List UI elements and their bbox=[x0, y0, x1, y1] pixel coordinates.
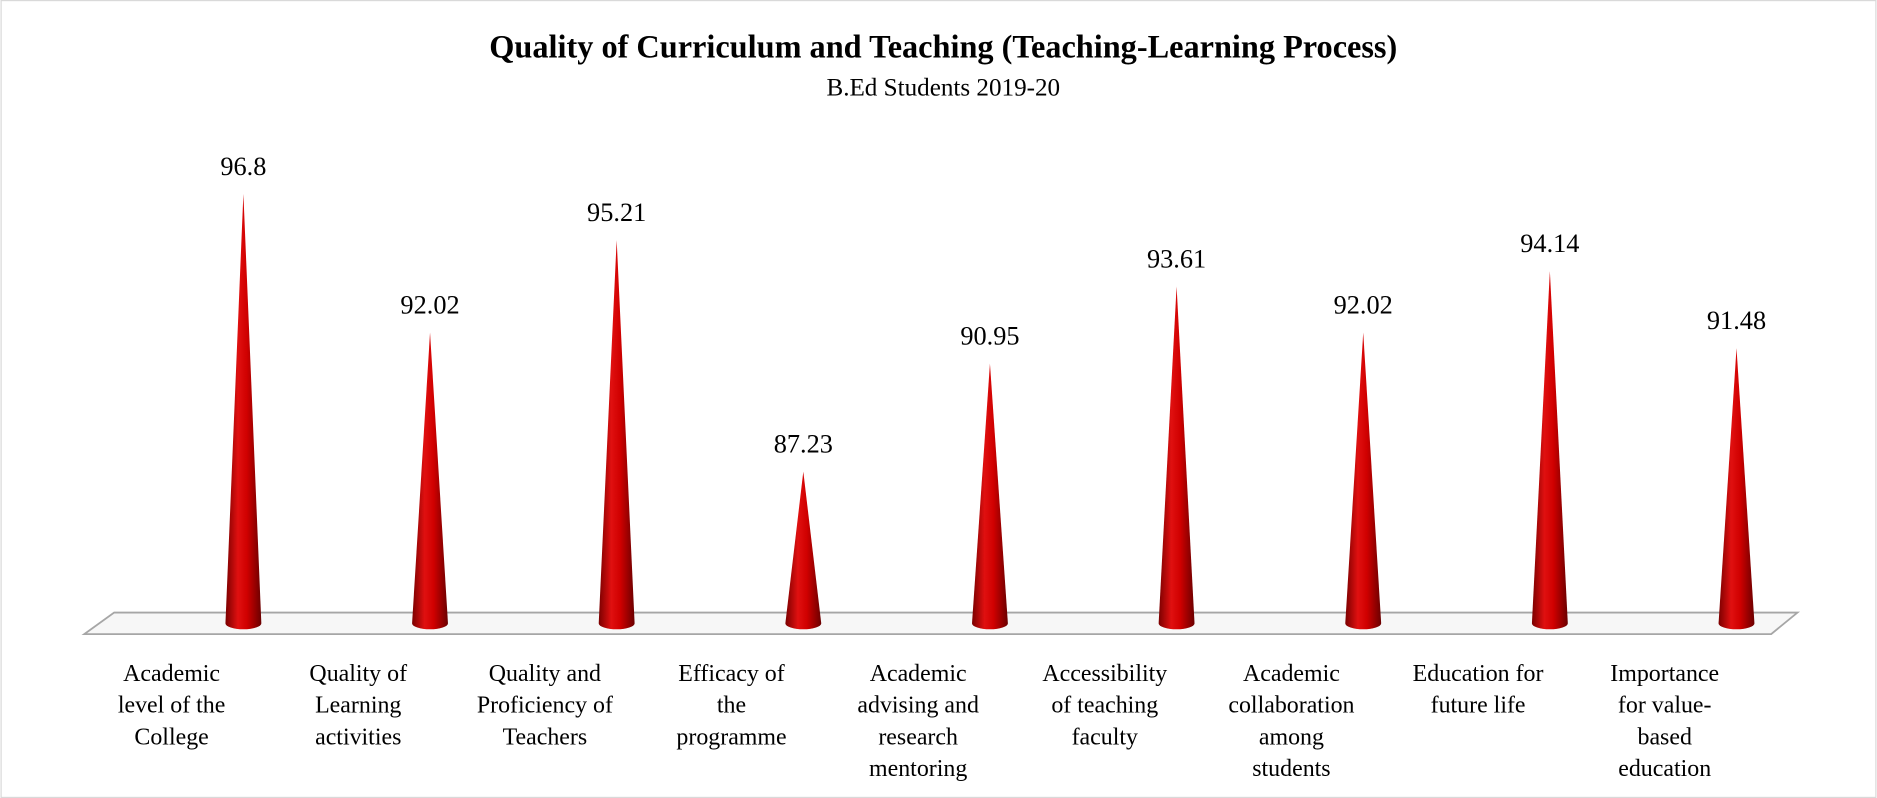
cone bbox=[1345, 332, 1382, 630]
x-tick-label: Academic advising and research mentoring bbox=[857, 661, 979, 782]
x-tick-label: Quality and Proficiency of Teachers bbox=[477, 661, 613, 750]
chart-subtitle: B.Ed Students 2019-20 bbox=[826, 74, 1060, 101]
x-tick-label: Education for future life bbox=[1413, 661, 1544, 719]
cone bbox=[785, 471, 822, 630]
chart-title: Quality of Curriculum and Teaching (Teac… bbox=[489, 29, 1397, 65]
x-tick-label: Accessibility of teaching faculty bbox=[1042, 661, 1167, 750]
data-label: 94.14 bbox=[1520, 229, 1579, 258]
cone bbox=[412, 332, 448, 630]
cone bbox=[971, 363, 1008, 630]
data-label: 87.23 bbox=[774, 430, 833, 459]
cone bbox=[1158, 286, 1195, 630]
data-label: 95.21 bbox=[587, 198, 646, 227]
cone bbox=[598, 240, 635, 630]
x-tick-label: Academic level of the College bbox=[118, 661, 226, 750]
data-label: 96.8 bbox=[220, 152, 266, 181]
x-tick-label: Efficacy of the programme bbox=[676, 661, 786, 750]
x-tick-label: Academic collaboration among students bbox=[1228, 661, 1354, 782]
x-tick-label: Quality of Learning activities bbox=[309, 661, 407, 750]
data-label: 90.95 bbox=[960, 322, 1019, 351]
cone bbox=[1531, 271, 1568, 630]
cone bbox=[225, 193, 262, 630]
x-tick-label: Importance for value-based education bbox=[1610, 661, 1719, 782]
data-label: 91.48 bbox=[1707, 306, 1766, 335]
data-label: 93.61 bbox=[1147, 244, 1206, 273]
data-label: 92.02 bbox=[1334, 291, 1393, 320]
cone bbox=[1718, 348, 1755, 630]
data-label: 92.02 bbox=[400, 291, 459, 320]
